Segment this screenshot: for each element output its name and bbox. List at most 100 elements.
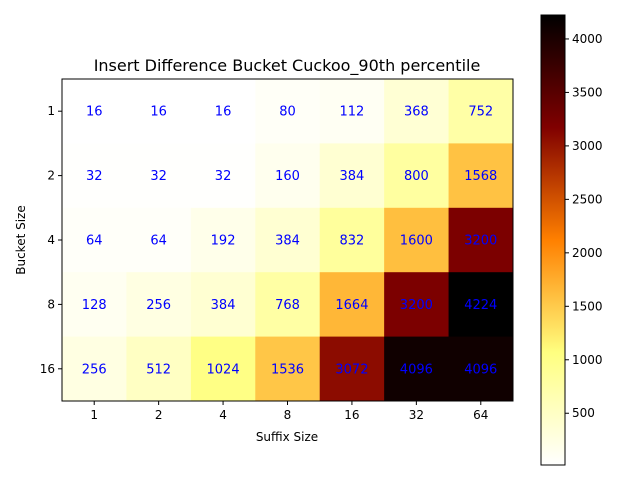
cell-value: 256 xyxy=(82,362,107,377)
heatmap-cell xyxy=(190,207,256,273)
cell-value: 768 xyxy=(275,298,300,313)
cell-value: 16 xyxy=(150,105,167,120)
heatmap-cell xyxy=(126,143,192,209)
cell-value: 832 xyxy=(340,234,365,249)
cell-value: 256 xyxy=(146,298,171,313)
heatmap-cell xyxy=(448,79,514,144)
heatmap-cell xyxy=(384,272,450,338)
cell-value: 3200 xyxy=(464,234,497,249)
heatmap-cell xyxy=(448,207,514,273)
x-tick-label: 2 xyxy=(155,408,163,422)
cell-value: 384 xyxy=(211,298,236,313)
x-tick-label: 1 xyxy=(90,408,98,422)
heatmap-cell xyxy=(190,272,256,338)
cell-value: 752 xyxy=(468,105,493,120)
cell-value: 32 xyxy=(215,169,232,184)
cell-value: 1568 xyxy=(464,169,497,184)
heatmap-cell xyxy=(384,143,450,209)
heatmap-cell xyxy=(255,79,321,144)
heatmap-cell xyxy=(319,143,385,209)
heatmap-cell xyxy=(62,207,127,273)
heatmap-cell xyxy=(190,143,256,209)
y-tick-label: 8 xyxy=(47,297,55,311)
cell-value: 32 xyxy=(86,169,103,184)
colorbar-tick-label: 1500 xyxy=(572,299,603,313)
cell-value: 512 xyxy=(146,362,171,377)
cell-value: 64 xyxy=(150,234,167,249)
cell-annotations: 16 16 16 80 112 368 752 32 32 32 160 384 800 1568 64 64… xyxy=(82,105,498,378)
y-tick-label: 1 xyxy=(47,104,55,118)
cell-value: 368 xyxy=(404,105,429,120)
heatmap-cell xyxy=(255,336,321,402)
x-tick-label: 8 xyxy=(284,408,292,422)
x-tick-label: 16 xyxy=(344,408,359,422)
heatmap-cell xyxy=(126,272,192,338)
colorbar: 500 1000 1500 2000 2500 3000 3500 4000 xyxy=(540,14,603,466)
heatmap-cell xyxy=(62,272,127,338)
heatmap-cell xyxy=(255,143,321,209)
cell-value: 80 xyxy=(279,105,296,120)
cell-value: 3072 xyxy=(335,362,368,377)
x-tick-label: 32 xyxy=(409,408,424,422)
heatmap-cell xyxy=(448,336,514,402)
x-tick-label: 64 xyxy=(473,408,488,422)
x-axis-label: Suffix Size xyxy=(256,430,318,444)
heatmap-cell xyxy=(62,79,127,144)
heatmap-cell xyxy=(62,336,127,402)
chart-title: Insert Difference Bucket Cuckoo_90th per… xyxy=(94,56,481,76)
heatmap-cells xyxy=(62,79,514,402)
heatmap-cell xyxy=(126,207,192,273)
cell-value: 4096 xyxy=(464,362,497,377)
heatmap-cell xyxy=(255,272,321,338)
cell-value: 128 xyxy=(82,298,107,313)
x-tick-label: 4 xyxy=(219,408,227,422)
heatmap-cell xyxy=(384,79,450,144)
heatmap-cell xyxy=(190,79,256,144)
colorbar-tick-label: 3500 xyxy=(572,85,603,99)
heatmap-cell xyxy=(448,143,514,209)
colorbar-gradient xyxy=(540,14,566,466)
heatmap-cell xyxy=(126,336,192,402)
cell-value: 384 xyxy=(275,234,300,249)
cell-value: 800 xyxy=(404,169,429,184)
colorbar-tick-label: 500 xyxy=(572,406,595,420)
heatmap-cell xyxy=(319,79,385,144)
heatmap-cell xyxy=(319,207,385,273)
cell-value: 192 xyxy=(211,234,236,249)
cell-value: 4096 xyxy=(400,362,433,377)
cell-value: 160 xyxy=(275,169,300,184)
y-tick-label: 4 xyxy=(47,233,55,247)
colorbar-tick-label: 3000 xyxy=(572,139,603,153)
heatmap-cell xyxy=(384,207,450,273)
cell-value: 384 xyxy=(340,169,365,184)
heatmap-cell xyxy=(126,79,192,144)
heatmap-cell xyxy=(319,336,385,402)
heatmap-cell xyxy=(255,207,321,273)
cell-value: 32 xyxy=(150,169,167,184)
x-axis-ticks: 1 2 4 8 16 32 64 xyxy=(90,401,488,422)
cell-value: 1664 xyxy=(335,298,368,313)
cell-value: 1600 xyxy=(400,234,433,249)
y-tick-label: 16 xyxy=(40,362,55,376)
heatmap-cell xyxy=(62,143,127,209)
colorbar-tick-label: 2500 xyxy=(572,192,603,206)
cell-value: 112 xyxy=(340,105,365,120)
cell-value: 64 xyxy=(86,234,103,249)
colorbar-tick-label: 2000 xyxy=(572,246,603,260)
colorbar-tick-label: 1000 xyxy=(572,353,603,367)
cell-value: 1536 xyxy=(271,362,304,377)
cell-value: 16 xyxy=(215,105,232,120)
cell-value: 4224 xyxy=(464,298,497,313)
cell-value: 16 xyxy=(86,105,103,120)
cell-value: 3200 xyxy=(400,298,433,313)
y-axis-label: Bucket Size xyxy=(14,205,28,275)
cell-value: 1024 xyxy=(207,362,240,377)
y-tick-label: 2 xyxy=(47,169,55,183)
heatmap-cell xyxy=(448,272,514,338)
heatmap-cell xyxy=(319,272,385,338)
y-axis-ticks: 1 2 4 8 16 xyxy=(40,104,62,376)
heatmap-cell xyxy=(384,336,450,402)
heatmap-cell xyxy=(190,336,256,402)
